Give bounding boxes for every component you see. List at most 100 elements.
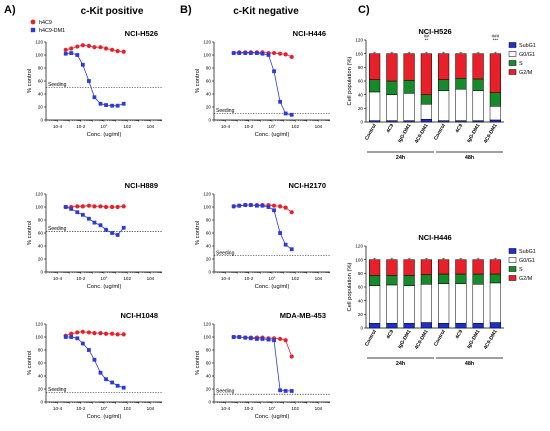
- y-axis-label-cc-nci-h526: Cell population (%): [347, 56, 353, 105]
- group-label-cc-nci-h446-48h: 48h: [465, 361, 474, 367]
- data-point-nci-h526-h4c9-5: [92, 45, 97, 50]
- fit-line-mda-mb-453-h4c9-dm1: [233, 336, 292, 392]
- x-tick-label-nci-h1048-1: 10-2: [76, 406, 86, 411]
- data-point-nci-h889-h4c9-6: [98, 204, 103, 209]
- legend-label-cc-nci-h446-s: S: [519, 267, 523, 273]
- dose-plot-nci-h2170: NCI-H2170 0 20 40 60 80 100 120 10-4 10-2 10° 102 10…: [195, 181, 330, 290]
- x-tick-label-nci-h526-4: 104: [147, 124, 155, 129]
- data-point-mda-mb-453-h4c9-10: [289, 354, 294, 359]
- data-point-nci-h1048-h4c9-2: [75, 330, 80, 335]
- bar-cc-nci-h526-s-0: [369, 79, 381, 93]
- dose-plot-mda-mb-453: MDA-MB-453 0 20 40 60 80 100 120 10-4 10-2 10° 102 1…: [195, 311, 330, 420]
- category-label-cc-nci-h526-5: 4C9: [454, 123, 464, 134]
- significance-cc-nci-h526-7-0: ###: [492, 34, 500, 39]
- x-tick-label-nci-h2170-4: 104: [315, 276, 323, 281]
- plot-title-nci-h1048: NCI-H1048: [120, 311, 158, 320]
- bar-cc-nci-h526-g0-g1-1: [386, 94, 398, 121]
- data-point-nci-h889-h4c9-7: [103, 204, 109, 210]
- x-tick-label-nci-h446-0: 10-4: [221, 124, 231, 129]
- legend-label-cc-nci-h526-subg1: SubG1: [519, 43, 536, 49]
- y-tick-label-cc-nci-h446-0: 0: [360, 326, 363, 331]
- legend-label-cc-nci-h526-g0-g1: G0/G1: [519, 52, 535, 58]
- y-tick-label-nci-h526-100: 100: [35, 53, 43, 58]
- category-label-cc-nci-h526-6: IgG-DM1: [466, 123, 482, 144]
- data-point-mda-mb-453-h4c9-8: [278, 336, 283, 342]
- bar-cc-nci-h526-g0-g1-7: [489, 106, 501, 121]
- y-axis-label-nci-h526: % control: [27, 69, 33, 93]
- group-label-cc-nci-h526-48h: 48h: [465, 155, 474, 161]
- category-label-cc-nci-h526-3: 4C9-DM1: [414, 123, 430, 145]
- category-label-cc-nci-h526-2: IgG-DM1: [397, 123, 413, 144]
- bar-cc-nci-h446-g2-m-1: [386, 259, 398, 276]
- data-point-nci-h526-h4c9-dm1-5: [92, 95, 97, 100]
- legend-label-h4c9-dm1: h4C9-DM1: [39, 28, 65, 34]
- data-point-nci-h1048-h4c9-dm1-5: [92, 357, 97, 362]
- data-point-nci-h526-h4c9-dm1-0: [63, 51, 68, 56]
- bar-cc-nci-h526-s-1: [386, 80, 398, 95]
- category-label-cc-nci-h526-7: 4C9-DM1: [483, 123, 499, 145]
- dose-plot-nci-h446: NCI-H446 0 20 40 60 80 100 120 10-4 10-2 10° 102 104…: [195, 29, 330, 138]
- x-tick-label-mda-mb-453-3: 102: [291, 406, 299, 411]
- y-tick-label-nci-h526-60: 60: [38, 79, 44, 84]
- y-tick-label-nci-h526-80: 80: [38, 66, 44, 71]
- y-axis-label-nci-h889: % control: [27, 221, 33, 245]
- legend-swatch-cc-nci-h526-s: [508, 60, 517, 66]
- data-point-nci-h446-h4c9-dm1-6: [266, 53, 271, 57]
- x-tick-label-nci-h526-3: 102: [123, 124, 131, 129]
- data-point-nci-h1048-h4c9-4: [86, 330, 92, 335]
- data-point-nci-h889-h4c9-2: [75, 204, 80, 209]
- bar-cc-nci-h526-g0-g1-2: [403, 93, 415, 121]
- y-tick-label-cc-nci-h526-80: 80: [358, 65, 364, 70]
- bar-cc-nci-h446-g2-m-0: [369, 259, 381, 276]
- bar-cc-nci-h526-g0-g1-4: [438, 90, 450, 121]
- x-tick-label-nci-h889-4: 104: [147, 276, 155, 281]
- cell-cycle-legend-cc-nci-h446: SubG1 G0/G1 S G2/M: [508, 248, 536, 282]
- bar-cc-nci-h526-subg1-7: [489, 119, 501, 123]
- y-tick-label-cc-nci-h446-100: 100: [355, 257, 363, 262]
- bar-cc-nci-h526-subg1-3: [420, 119, 432, 123]
- y-tick-label-nci-h526-0: 0: [40, 118, 43, 123]
- y-tick-label-nci-h446-100: 100: [203, 53, 211, 58]
- cell-cycle-legend-cc-nci-h526: SubG1 G0/G1 S G2/M: [508, 42, 536, 76]
- legend-swatch-cc-nci-h446-s: [508, 266, 517, 272]
- bar-cc-nci-h446-subg1-7: [489, 322, 501, 329]
- bar-cc-nci-h446-g2-m-2: [403, 259, 415, 276]
- data-point-nci-h446-h4c9-dm1-0: [231, 51, 236, 55]
- y-tick-label-nci-h1048-0: 0: [40, 400, 43, 405]
- y-tick-label-nci-h889-20: 20: [38, 257, 44, 262]
- group-label-cc-nci-h446-24h: 24h: [396, 361, 405, 367]
- y-tick-label-nci-h1048-60: 60: [38, 361, 44, 366]
- x-tick-label-nci-h526-2: 10°: [101, 124, 108, 129]
- bar-cc-nci-h446-g2-m-5: [455, 259, 467, 275]
- bar-cc-nci-h446-g2-m-3: [420, 259, 432, 275]
- data-point-nci-h446-h4c9-dm1-8: [278, 99, 283, 104]
- data-point-nci-h2170-h4c9-dm1-1: [237, 203, 242, 208]
- y-tick-label-nci-h1048-20: 20: [38, 387, 44, 392]
- panel-letter-b: B): [180, 4, 192, 16]
- bar-cc-nci-h526-g2-m-1: [386, 53, 398, 82]
- legend-marker-h4c9: [30, 19, 36, 25]
- data-point-nci-h526-h4c9-dm1-2: [75, 53, 80, 57]
- y-tick-label-nci-h2170-40: 40: [206, 244, 212, 249]
- bar-cc-nci-h446-g0-g1-0: [369, 285, 381, 324]
- x-axis-label-nci-h889: Conc. (ug/ml): [87, 284, 122, 290]
- data-point-nci-h889-h4c9-dm1-0: [63, 205, 68, 209]
- data-point-nci-h526-h4c9-4: [86, 43, 92, 49]
- x-tick-label-nci-h1048-0: 10-4: [53, 406, 63, 411]
- bar-cc-nci-h446-g0-g1-6: [472, 284, 484, 324]
- x-tick-label-nci-h2170-0: 10-4: [221, 276, 231, 281]
- data-point-nci-h446-h4c9-dm1-10: [289, 112, 294, 117]
- x-tick-label-nci-h889-2: 10°: [101, 276, 108, 281]
- y-tick-label-nci-h1048-120: 120: [35, 322, 43, 327]
- seeding-label-mda-mb-453: Seeding: [216, 389, 235, 395]
- y-tick-label-cc-nci-h446-120: 120: [355, 244, 363, 249]
- data-point-nci-h2170-h4c9-7: [271, 203, 277, 208]
- bar-cc-nci-h526-s-7: [489, 92, 501, 107]
- x-tick-label-nci-h1048-4: 104: [147, 406, 155, 411]
- data-point-nci-h1048-h4c9-9: [115, 332, 120, 337]
- data-point-mda-mb-453-h4c9-dm1-10: [289, 389, 294, 393]
- data-point-nci-h1048-h4c9-8: [110, 331, 115, 336]
- legend-label-cc-nci-h446-g2-m: G2/M: [519, 276, 533, 282]
- y-tick-label-nci-h526-40: 40: [38, 92, 44, 97]
- y-tick-label-cc-nci-h446-20: 20: [358, 312, 364, 317]
